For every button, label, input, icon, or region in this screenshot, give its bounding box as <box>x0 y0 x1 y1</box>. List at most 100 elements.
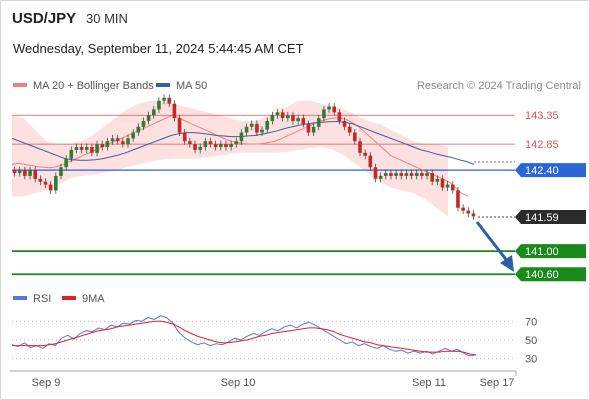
candle-body <box>224 144 228 148</box>
candle-body <box>260 129 264 133</box>
candle-body <box>146 115 151 122</box>
candle-body <box>79 147 84 150</box>
candle-body <box>69 149 74 159</box>
candle-body <box>440 178 445 188</box>
timeframe-label: 30 MIN <box>86 11 128 26</box>
candle-body <box>182 132 187 142</box>
candle-body <box>84 147 89 150</box>
candle-body <box>430 173 434 182</box>
legend-ma50-label: MA 50 <box>176 80 208 92</box>
copyright-text: Research © 2024 Trading Central <box>416 80 581 92</box>
support-label: 141.00 <box>525 246 559 258</box>
candle-body <box>265 121 270 130</box>
candle-body <box>471 213 476 217</box>
rsi-tick-label: 30 <box>525 354 537 366</box>
rsi-line <box>11 315 477 357</box>
candle-body <box>229 144 233 148</box>
x-tick-label: Sep 17 <box>480 377 515 389</box>
support-label: 140.60 <box>525 269 559 281</box>
candle-body <box>239 132 244 142</box>
candle-body <box>172 103 177 119</box>
candle-body <box>28 170 32 176</box>
candle-body <box>383 173 388 176</box>
candle-body <box>115 138 120 142</box>
candle-body <box>121 141 125 145</box>
candle-body <box>244 126 249 133</box>
candle-body <box>48 184 53 191</box>
candle-body <box>255 123 259 133</box>
candle-body <box>347 126 352 133</box>
x-tick-label: Sep 11 <box>412 377 446 389</box>
candle-body <box>95 144 99 153</box>
rsi-tick-label: 70 <box>525 316 537 328</box>
candle-body <box>198 147 202 150</box>
candle-body <box>337 112 342 122</box>
candle-body <box>157 100 161 110</box>
support-tag-icon <box>515 244 586 259</box>
candle-body <box>280 112 285 119</box>
candle-body <box>12 170 17 174</box>
candle-body <box>100 144 105 148</box>
candle-body <box>445 184 450 188</box>
bollinger-band-area <box>12 100 448 217</box>
current-price-label: 141.59 <box>525 212 559 224</box>
candle-body <box>213 144 218 148</box>
x-tick-label: Sep 9 <box>32 377 61 389</box>
candle-body <box>162 97 166 101</box>
candle-body <box>358 141 362 153</box>
legend-ma20-label: MA 20 + Bollinger Bands <box>33 80 154 92</box>
candle-body <box>17 170 22 174</box>
candle-body <box>208 141 213 145</box>
candle-body <box>38 178 43 182</box>
rsi-9ma-line <box>12 320 477 356</box>
candle-body <box>327 106 331 110</box>
ma50-swatch-icon <box>156 83 170 88</box>
currency-pair-title: USD/JPY <box>12 10 77 27</box>
candle-body <box>450 184 455 191</box>
candle-body <box>105 141 110 148</box>
candle-body <box>420 173 424 176</box>
candle-body <box>409 173 414 176</box>
candle-body <box>54 175 58 191</box>
candle-body <box>466 210 471 214</box>
ma20-line <box>11 114 469 197</box>
legend-9ma-label: 9MA <box>82 293 105 305</box>
candle-body <box>322 109 326 119</box>
candle-body <box>234 141 239 145</box>
support-tag-icon <box>515 267 586 282</box>
candle-body <box>461 207 465 211</box>
candle-body <box>414 173 419 176</box>
candle-body <box>64 158 68 168</box>
candle-body <box>404 173 409 176</box>
resistance-label: 143.35 <box>525 110 559 122</box>
legend-ma20: MA 20 + Bollinger Bands <box>13 80 154 92</box>
candle-body <box>141 121 146 127</box>
pivot-tag-icon <box>515 163 586 178</box>
candle-body <box>425 173 429 176</box>
candle-body <box>306 123 311 133</box>
ma9-swatch-icon <box>62 296 76 301</box>
candle-body <box>136 126 141 133</box>
candle-body <box>286 115 290 119</box>
candle-body <box>59 167 63 176</box>
candle-body <box>126 138 130 145</box>
candle-body <box>110 138 115 142</box>
candle-body <box>435 178 440 182</box>
candle-body <box>270 115 275 122</box>
candle-body <box>193 144 197 150</box>
candle-body <box>368 155 373 168</box>
candle-body <box>167 97 172 104</box>
candle-body <box>177 118 182 133</box>
candle-body <box>218 144 223 148</box>
candle-body <box>43 181 48 185</box>
legend-rsi: RSI <box>13 293 51 305</box>
candle-body <box>389 173 393 176</box>
candle-body <box>311 126 316 133</box>
candle-body <box>399 173 404 176</box>
current-price-tag-icon <box>515 209 586 224</box>
candle-body <box>301 118 306 124</box>
candle-body <box>332 106 337 113</box>
pivot-label: 142.40 <box>525 165 559 177</box>
